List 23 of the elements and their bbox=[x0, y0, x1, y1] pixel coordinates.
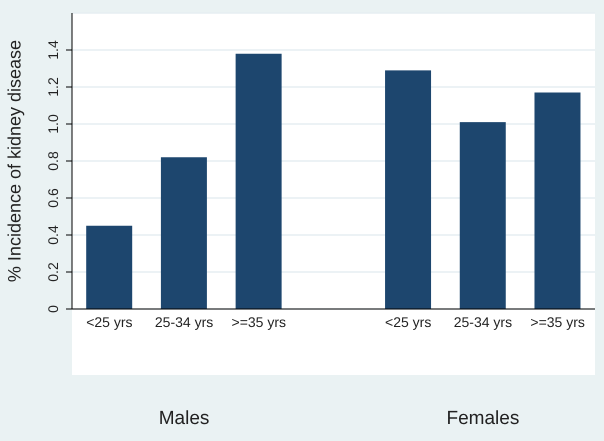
text: Females bbox=[445, 408, 520, 430]
x-tick-label: >=35 yrs bbox=[232, 314, 286, 330]
bar bbox=[385, 70, 432, 309]
y-axis-title: % Incidence of kidney disease bbox=[4, 40, 24, 282]
y-tick-label: 0.8 bbox=[45, 151, 61, 171]
y-tick-label: 0.4 bbox=[45, 225, 61, 245]
y-tick-label: 0 bbox=[45, 304, 61, 313]
x-tick-label: 25-34 yrs bbox=[154, 314, 214, 330]
y-tick-label: 0.6 bbox=[45, 188, 61, 208]
x-tick-label: <25 yrs bbox=[86, 314, 133, 330]
text: Males bbox=[158, 408, 210, 430]
y-tick-label: 1.0 bbox=[45, 114, 61, 134]
y-tick-label: 1.2 bbox=[45, 77, 61, 97]
bar bbox=[160, 157, 207, 309]
x-tick-label: 25-34 yrs bbox=[454, 314, 512, 330]
y-tick-label: 1.4 bbox=[45, 40, 61, 60]
bar bbox=[86, 226, 132, 309]
x-tick-label: >=35 yrs bbox=[530, 314, 585, 330]
x-tick-label: <25 yrs bbox=[385, 314, 432, 330]
bar bbox=[460, 122, 506, 309]
bar bbox=[236, 54, 282, 309]
bar bbox=[534, 92, 580, 309]
y-tick-label: 0.2 bbox=[45, 262, 61, 282]
